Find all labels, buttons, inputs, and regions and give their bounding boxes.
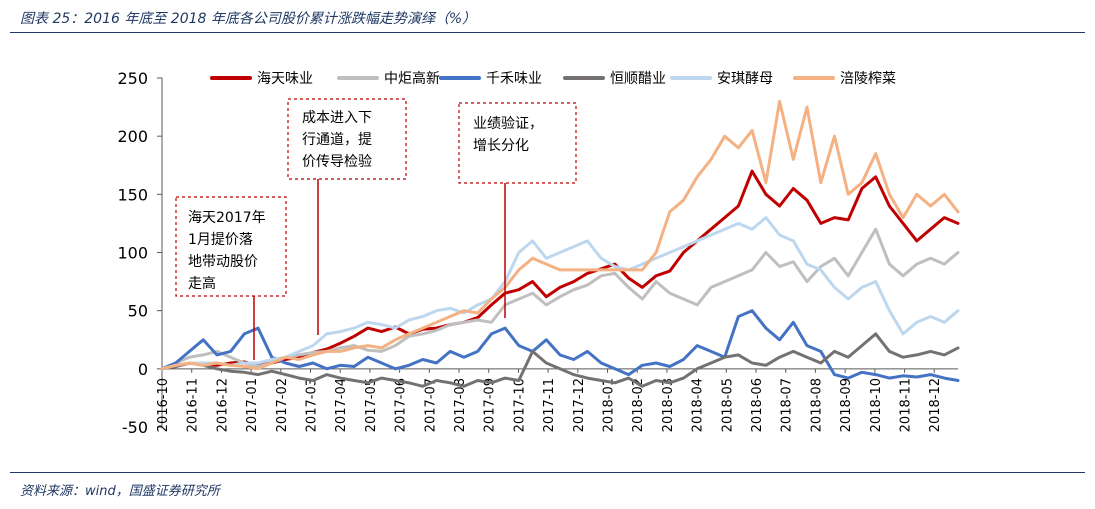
series-line-5 — [160, 216, 960, 371]
top-rule — [10, 32, 1085, 33]
annotation-text: 海天2017年 1月提价落地带动股价走高 — [188, 210, 266, 292]
legend-label: 千禾味业 — [486, 71, 542, 87]
chart-legend: 海天味业 中炬高新 千禾味业 恒顺醋业 安琪酵母 涪陵榨菜 — [210, 70, 896, 87]
x-tick-label: 2017-09 — [483, 378, 498, 432]
x-tick-label: 2018-07 — [780, 378, 795, 432]
x-tick-label: 2017-11 — [542, 378, 557, 432]
x-tick-label: 2017-08 — [453, 378, 468, 432]
bottom-rule — [10, 472, 1085, 473]
x-tick-label: 2017-04 — [334, 378, 349, 432]
x-tick-label: 2018-08 — [809, 378, 824, 432]
y-tick-label: 200 — [117, 127, 148, 146]
x-tick-label: 2016-10 — [156, 378, 171, 432]
annotation-box — [175, 196, 287, 297]
annotation-text: 成本进入下行通道，提价传导检验 — [302, 110, 372, 170]
series-line-6 — [160, 99, 960, 371]
legend-label: 安琪酵母 — [717, 71, 773, 87]
annotation-box — [287, 98, 407, 180]
legend-label: 涪陵榨菜 — [840, 70, 896, 87]
y-tick-label: 100 — [117, 244, 148, 263]
x-tick-label: 2017-01 — [245, 378, 260, 432]
chart-axes: -50 0 50 100 150 200 250 2016-10 2016-11 2016-12 2… — [117, 69, 958, 437]
chart-series — [160, 99, 960, 388]
x-tick-label: 2018-12 — [928, 378, 943, 432]
x-tick-label: 2017-02 — [275, 378, 290, 432]
y-tick-label: 250 — [117, 69, 148, 88]
x-tick-label: 2018-11 — [899, 378, 914, 432]
x-tick-label: 2018-01 — [602, 378, 617, 432]
x-tick-label: 2016-11 — [186, 378, 201, 432]
x-tick-label: 2017-07 — [423, 378, 438, 432]
y-tick-label: -50 — [122, 418, 148, 437]
figure-title: 图表 25：2016 年底至 2018 年底各公司股价累计涨跌幅走势演绎（%） — [20, 11, 477, 27]
series-line-2 — [160, 227, 960, 371]
x-tick-label: 2018-10 — [869, 378, 884, 432]
y-tick-label: 150 — [117, 185, 148, 204]
legend-label: 恒顺醋业 — [610, 71, 666, 87]
x-tick-label: 2017-10 — [512, 378, 527, 432]
x-tick-label: 2018-02 — [631, 378, 646, 432]
annotation-text: 业绩验证，增长分化 — [473, 116, 543, 154]
source-note: 资料来源：wind，国盛证券研究所 — [20, 484, 220, 499]
x-tick-label: 2018-09 — [839, 378, 854, 432]
x-tick-label: 2018-05 — [720, 378, 735, 432]
x-tick-label: 2017-03 — [305, 378, 320, 432]
x-tick-label: 2018-03 — [661, 378, 676, 432]
y-tick-label: 50 — [128, 302, 148, 321]
x-tick-label: 2017-12 — [572, 378, 587, 432]
legend-label: 海天味业 — [257, 71, 313, 87]
x-tick-label: 2018-04 — [691, 378, 706, 432]
y-tick-label: 0 — [138, 360, 148, 379]
x-tick-label: 2016-12 — [215, 378, 230, 432]
x-tick-label: 2018-06 — [750, 378, 765, 432]
series-line-4 — [160, 332, 960, 388]
annotation-box — [458, 102, 577, 184]
x-tick-label: 2017-05 — [364, 378, 379, 432]
legend-label: 中炬高新 — [384, 70, 440, 87]
x-tick-label: 2017-06 — [394, 378, 409, 432]
